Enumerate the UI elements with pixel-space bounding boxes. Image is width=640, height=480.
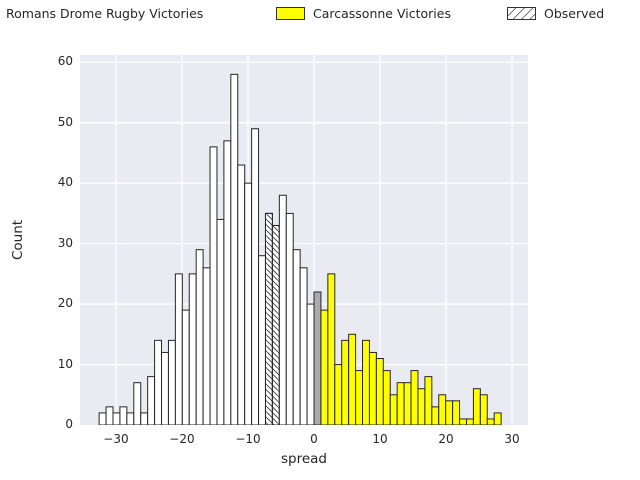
y-tick-label: 20 [57, 296, 73, 311]
histogram-bar [479, 394, 488, 425]
histogram-bar [327, 273, 336, 425]
histogram-bar [195, 249, 204, 425]
histogram-bar [230, 73, 239, 425]
histogram-bar [389, 394, 398, 425]
hatched-swatch-icon [507, 7, 536, 20]
histogram-bar [119, 406, 128, 425]
legend-item-carcassonne: Carcassonne Victories [276, 6, 451, 21]
histogram-bar [320, 309, 329, 425]
histogram-bar [216, 218, 225, 425]
y-tick-label: 40 [57, 175, 73, 190]
y-tick-label: 10 [57, 356, 73, 371]
histogram-bar [112, 412, 121, 425]
histogram-bar [396, 382, 405, 425]
x-axis-title: spread [280, 451, 327, 467]
histogram-bar [410, 370, 419, 425]
histogram-bar [472, 388, 481, 425]
yellow-swatch-icon [276, 7, 305, 20]
y-tick-label: 0 [65, 417, 73, 431]
histogram-bar [237, 164, 246, 425]
histogram-bar [278, 194, 287, 425]
y-axis-title: Count [10, 219, 26, 261]
histogram-bar [133, 382, 142, 425]
legend-label-observed: Observed [544, 6, 605, 21]
histogram-bar [223, 140, 232, 425]
histogram-bar [105, 406, 114, 425]
histogram-bar [452, 400, 461, 425]
x-tick-label: 20 [438, 432, 454, 446]
histogram-bar [486, 418, 495, 425]
histogram-bar [465, 418, 474, 425]
histogram-bar [459, 418, 467, 425]
histogram-bar [244, 182, 253, 425]
observed-hatched-bar [264, 212, 273, 425]
histogram-bar [285, 212, 294, 425]
histogram-bar [445, 400, 454, 425]
histogram-bar [348, 333, 357, 425]
histogram-canvas [80, 55, 528, 425]
histogram-bar [417, 388, 426, 425]
y-tick-label: 60 [57, 54, 73, 69]
x-tick-label: −10 [235, 432, 261, 446]
histogram-bar [98, 412, 107, 425]
x-tick-label: 10 [372, 432, 388, 446]
histogram-bar [140, 412, 149, 425]
histogram-bar [362, 339, 370, 425]
histogram-bar [493, 412, 502, 425]
histogram-bar [147, 376, 156, 425]
legend-item-observed: Observed [507, 6, 604, 21]
histogram-bar [299, 267, 308, 425]
legend: Romans Drome Rugby Victories Carcassonne… [0, 0, 640, 30]
histogram-bar [306, 303, 315, 425]
histogram-bar [355, 370, 364, 425]
histogram-bar [154, 339, 163, 425]
x-tick-label: −20 [169, 432, 195, 446]
histogram-bar [438, 394, 447, 425]
histogram-bar [188, 273, 197, 425]
histogram-bar [375, 358, 384, 425]
histogram-bar [292, 249, 301, 425]
histogram-bar [403, 382, 412, 425]
histogram-bar [341, 339, 350, 425]
histogram-bar [202, 267, 211, 425]
histogram-bar [368, 351, 377, 425]
histogram-bar [424, 376, 433, 425]
histogram-bars [98, 73, 502, 425]
histogram-bar [126, 412, 135, 425]
histogram-bar [382, 370, 391, 425]
histogram-bar [161, 351, 169, 425]
histogram-bar [209, 146, 218, 425]
legend-title: Romans Drome Rugby Victories [6, 6, 204, 21]
histogram-bar [313, 291, 322, 425]
x-tick-label: −30 [103, 432, 129, 446]
plot-area [80, 55, 528, 425]
histogram-bar [174, 273, 183, 425]
x-tick-label: 30 [504, 432, 520, 446]
y-tick-label: 50 [57, 114, 73, 129]
histogram-bar [181, 309, 190, 425]
histogram-bar [251, 128, 260, 425]
observed-hatched-bar [271, 224, 280, 425]
y-tick-label: 30 [57, 235, 73, 250]
histogram-bar [334, 364, 343, 425]
histogram-bar [167, 339, 176, 425]
legend-label-carcassonne: Carcassonne Victories [313, 6, 451, 21]
histogram-bar [258, 255, 266, 425]
x-tick-label: 0 [310, 432, 318, 446]
histogram-bar [431, 406, 440, 425]
gridlines [80, 55, 528, 425]
